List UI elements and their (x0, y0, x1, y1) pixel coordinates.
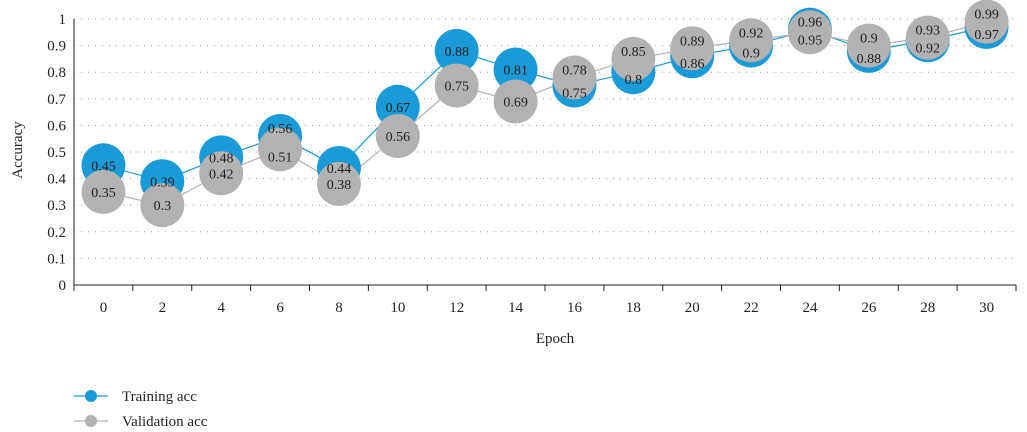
legend-item-training: Training acc (74, 389, 197, 405)
validation-acc-point (905, 15, 950, 60)
validation-acc-label: 0.3 (154, 199, 172, 214)
y-tick-label: 0.9 (47, 39, 66, 55)
series-layer (81, 0, 1009, 228)
x-tick-label: 30 (979, 300, 994, 316)
axes: 00.10.20.30.40.50.60.70.80.910 2 4 6 8 10 12 14… (47, 12, 1017, 316)
validation-acc-point (787, 10, 832, 55)
x-tick-label: 10 (390, 300, 405, 316)
training-acc-label: 0.67 (386, 101, 411, 116)
training-acc-label: 0.9 (742, 47, 760, 62)
training-acc-label: 0.8 (625, 73, 643, 88)
validation-acc-label: 0.85 (621, 45, 646, 60)
y-tick-label: 0.5 (47, 145, 66, 161)
validation-acc-point (199, 151, 244, 196)
y-tick-label: 0.3 (47, 198, 66, 214)
data-labels: 0.45 0.39 0.48 0.56 0.44 0.67 0.88 0.81 0.75 0.8 0… (91, 8, 999, 215)
y-tick-label: 0.2 (47, 225, 66, 241)
validation-acc-label: 0.92 (739, 26, 764, 41)
validation-acc-point (140, 183, 185, 228)
y-tick-label: 0.6 (47, 118, 66, 134)
legend-swatch-validation-marker (85, 415, 97, 427)
training-acc-label: 0.97 (974, 28, 999, 43)
validation-acc-label: 0.56 (386, 130, 411, 145)
x-tick-label: 18 (626, 300, 641, 316)
validation-acc-point (964, 0, 1009, 44)
legend-swatch-training-marker (85, 390, 97, 402)
x-tick-label: 6 (276, 300, 284, 316)
y-tick-label: 0.8 (47, 65, 66, 81)
training-acc-label: 0.48 (209, 151, 234, 166)
validation-acc-label: 0.78 (562, 64, 587, 79)
x-axis-title: Epoch (536, 331, 575, 347)
x-tick-label: 0 (100, 300, 108, 316)
training-acc-label: 0.81 (503, 64, 528, 79)
validation-acc-point (316, 161, 361, 206)
validation-acc-point (670, 26, 715, 71)
y-tick-label: 1 (59, 12, 67, 28)
x-tick-label: 8 (335, 300, 343, 316)
training-acc-point (434, 28, 479, 73)
training-acc-label: 0.88 (857, 52, 882, 67)
validation-acc-label: 0.95 (798, 33, 823, 48)
training-acc-label: 0.45 (91, 159, 116, 174)
validation-acc-label: 0.75 (444, 80, 469, 95)
validation-acc-point (729, 18, 774, 63)
training-acc-label: 0.96 (798, 16, 823, 31)
validation-acc-point (846, 23, 891, 68)
x-tick-label: 24 (802, 300, 818, 316)
training-acc-point (493, 47, 538, 92)
training-acc-line (103, 26, 987, 182)
x-tick-label: 28 (920, 300, 935, 316)
x-tick-label: 26 (861, 300, 877, 316)
training-acc-label: 0.88 (444, 45, 469, 60)
validation-acc-point (552, 55, 597, 100)
training-acc-label: 0.86 (680, 57, 705, 72)
validation-acc-point (493, 79, 538, 124)
x-tick-label: 20 (685, 300, 700, 316)
y-tick-label: 0.4 (47, 172, 66, 188)
validation-acc-label: 0.9 (860, 32, 878, 47)
y-axis-title: Accuracy (10, 121, 26, 179)
validation-acc-line (103, 21, 987, 206)
validation-acc-label: 0.69 (503, 95, 528, 110)
validation-acc-point (611, 36, 656, 81)
validation-acc-label: 0.93 (915, 24, 940, 39)
validation-acc-point (81, 169, 126, 214)
x-tick-label: 22 (744, 300, 759, 316)
y-tick-label: 0.7 (47, 92, 66, 108)
x-tick-label: 2 (159, 300, 167, 316)
legend: Training acc Validation acc (74, 389, 208, 430)
validation-acc-point (258, 127, 303, 172)
legend-item-validation: Validation acc (74, 414, 208, 430)
legend-label-training: Training acc (122, 389, 197, 405)
validation-acc-label: 0.99 (974, 8, 999, 23)
training-acc-label: 0.44 (327, 162, 352, 177)
training-acc-label: 0.56 (268, 122, 293, 137)
validation-acc-label: 0.38 (327, 178, 352, 193)
x-tick-label: 14 (508, 300, 524, 316)
validation-acc-label: 0.35 (91, 186, 116, 201)
training-acc-label: 0.75 (562, 87, 587, 102)
validation-acc-label: 0.89 (680, 34, 705, 49)
legend-label-validation: Validation acc (122, 414, 208, 430)
y-tick-label: 0 (59, 278, 67, 294)
training-acc-label: 0.39 (150, 175, 175, 190)
x-tick-label: 4 (217, 300, 225, 316)
y-tick-label: 0.1 (47, 251, 66, 267)
validation-acc-point (434, 63, 479, 108)
training-acc-label: 0.92 (915, 41, 940, 56)
validation-acc-label: 0.51 (268, 150, 293, 165)
validation-acc-label: 0.42 (209, 167, 234, 182)
x-tick-label: 12 (449, 300, 464, 316)
gridlines (74, 18, 1016, 259)
validation-acc-point (375, 114, 420, 159)
x-tick-label: 16 (567, 300, 583, 316)
